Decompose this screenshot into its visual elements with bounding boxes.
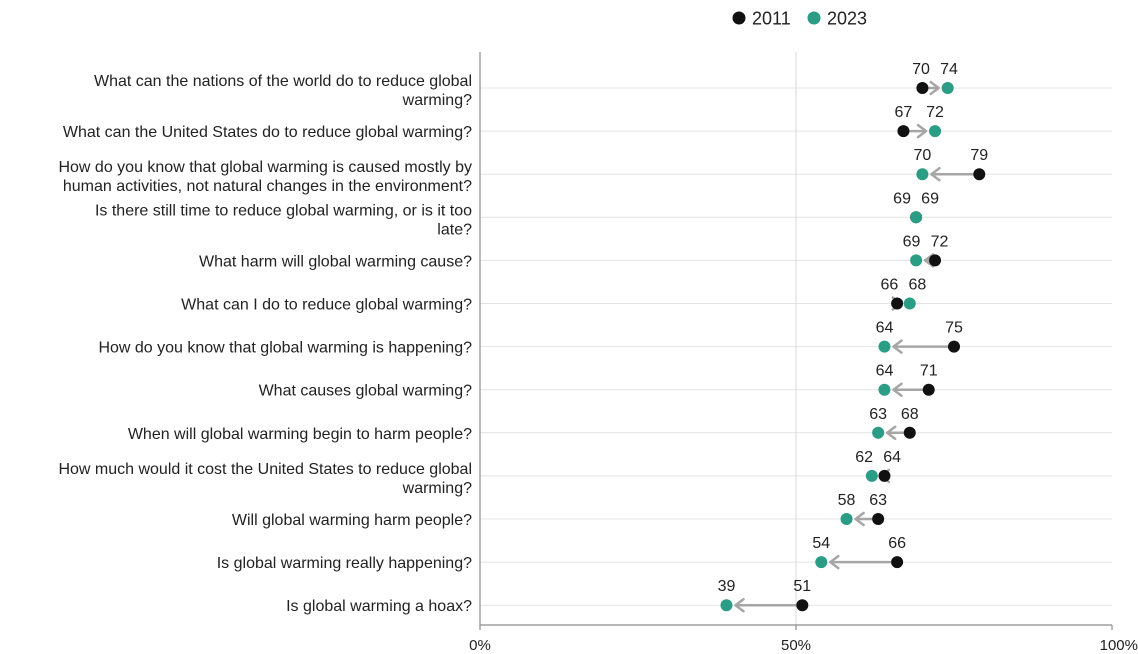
category-label: What harm will global warming cause? <box>199 253 472 270</box>
value-label-2023: 39 <box>718 578 736 595</box>
category-label: Will global warming harm people? <box>232 512 472 529</box>
value-label-2011: 67 <box>895 104 913 121</box>
point-2011 <box>891 297 904 310</box>
value-label-2023: 54 <box>812 535 830 552</box>
value-label-2023: 69 <box>921 190 939 207</box>
category-label-line: Is there still time to reduce global war… <box>95 202 472 219</box>
point-2023 <box>878 340 891 353</box>
value-label-2011: 66 <box>888 535 906 552</box>
category-label: How do you know that global warming is c… <box>58 159 472 195</box>
category-label: What causes global warming? <box>259 383 473 400</box>
value-label-2023: 64 <box>876 363 894 380</box>
category-label: How do you know that global warming is h… <box>98 340 472 357</box>
point-2011 <box>897 125 910 138</box>
point-2011 <box>973 168 986 181</box>
change-arrow-head <box>892 339 903 354</box>
point-2023 <box>720 599 733 612</box>
category-label-line: human activities, not natural changes in… <box>63 178 472 195</box>
point-2023 <box>903 297 916 310</box>
category-label: What can I do to reduce global warming? <box>181 297 472 314</box>
point-2011 <box>929 254 942 267</box>
category-label-line: late? <box>437 221 472 238</box>
value-label-2023: 72 <box>926 104 944 121</box>
category-label: What can the United States do to reduce … <box>63 124 472 141</box>
category-label: Is global warming a hoax? <box>286 598 472 615</box>
legend-marker-2023 <box>807 11 821 25</box>
value-label-2011: 63 <box>869 492 887 509</box>
point-2011 <box>872 513 885 525</box>
value-label-2011: 70 <box>912 61 930 78</box>
point-2023 <box>815 556 828 569</box>
point-2023 <box>916 168 929 181</box>
category-label: How much would it cost the United States… <box>58 461 472 497</box>
value-label-2011: 66 <box>881 277 899 294</box>
point-2011 <box>903 426 916 439</box>
point-2011 <box>796 599 809 612</box>
category-label-line: What can the nations of the world do to … <box>94 73 472 90</box>
legend-label-2011: 2011 <box>752 9 791 29</box>
point-2011 <box>948 340 960 353</box>
legend: 2011 2023 <box>732 9 867 29</box>
gridlines <box>480 52 1112 625</box>
change-arrow-head <box>916 123 928 139</box>
point-2023 <box>929 125 942 138</box>
point-2023 <box>840 513 853 525</box>
change-arrow-head <box>829 554 840 570</box>
value-label-2011: 69 <box>893 190 911 207</box>
category-label-line: warming? <box>402 480 472 497</box>
point-2023 <box>910 211 923 224</box>
value-label-2011: 64 <box>883 449 901 466</box>
value-label-2011: 71 <box>920 363 938 380</box>
value-label-2023: 62 <box>855 449 873 466</box>
category-label-line: How much would it cost the United States… <box>58 461 472 478</box>
legend-marker-2011 <box>732 11 746 25</box>
x-axis: 0% 50% 100% <box>469 52 1138 654</box>
value-label-2023: 68 <box>909 277 927 294</box>
category-labels: What can the nations of the world do to … <box>58 73 472 615</box>
point-2023 <box>910 254 923 267</box>
value-label-2011: 75 <box>945 320 963 337</box>
change-arrow-head <box>892 382 903 397</box>
value-label-2023: 58 <box>838 492 856 509</box>
change-arrow-head <box>885 425 897 441</box>
change-arrow-head <box>854 511 865 527</box>
value-label-2023: 69 <box>903 233 921 250</box>
point-2011 <box>891 556 904 569</box>
legend-label-2023: 2023 <box>827 9 867 29</box>
x-tick-label: 50% <box>781 637 811 654</box>
category-label-line: warming? <box>402 92 472 109</box>
category-label: Is global warming really happening? <box>217 555 472 572</box>
value-label-2023: 63 <box>869 406 887 423</box>
change-arrow-head <box>923 253 935 268</box>
point-2011 <box>922 383 935 396</box>
value-label-2011: 79 <box>970 147 988 164</box>
value-label-2011: 68 <box>901 406 919 423</box>
category-label: What can the nations of the world do to … <box>94 73 472 109</box>
point-2023 <box>878 383 891 396</box>
value-label-2023: 64 <box>876 320 894 337</box>
value-label-2011: 51 <box>793 578 811 595</box>
change-arrow-head <box>734 597 745 613</box>
point-2023 <box>941 82 954 94</box>
change-arrow-head <box>930 166 941 182</box>
point-2011 <box>916 82 929 94</box>
point-2023 <box>872 426 885 439</box>
value-label-2023: 74 <box>940 61 958 78</box>
change-arrow-head <box>929 80 940 96</box>
category-label: When will global warming begin to harm p… <box>128 426 472 443</box>
category-label: Is there still time to reduce global war… <box>95 202 472 238</box>
x-tick-label: 0% <box>469 637 491 654</box>
point-2023 <box>865 469 878 482</box>
data-marks: 70 74 67 72 79 70 69 69 72 69 66 68 75 64 71 64 68 63 64 62… <box>718 61 988 613</box>
category-label-line: How do you know that global warming is c… <box>58 159 472 176</box>
value-label-2011: 72 <box>931 233 949 250</box>
x-tick-label: 100% <box>1100 637 1138 654</box>
value-label-2023: 70 <box>914 147 932 164</box>
point-2011 <box>878 469 891 482</box>
